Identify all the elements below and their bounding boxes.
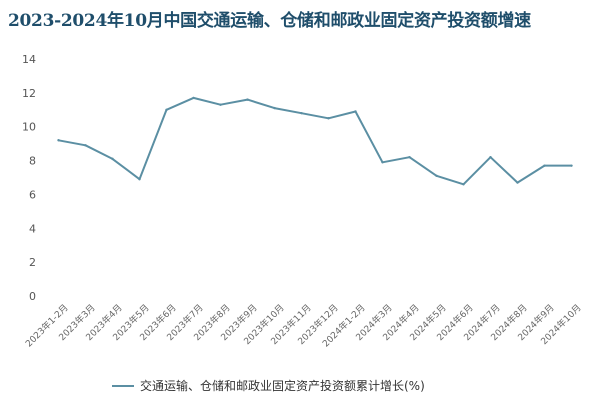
data-point — [219, 103, 222, 106]
data-point — [192, 96, 195, 100]
data-point — [381, 161, 384, 164]
data-point — [300, 111, 303, 115]
y-tick-label: 2 — [29, 256, 36, 269]
series-layer — [57, 96, 573, 186]
y-tick-label: 4 — [29, 222, 36, 235]
legend-swatch — [112, 384, 134, 387]
data-point — [489, 155, 492, 159]
data-point — [462, 183, 465, 186]
data-point — [111, 157, 114, 161]
data-point — [165, 108, 168, 111]
legend: 交通运输、仓储和邮政业固定资产投资额累计增长(%) — [112, 377, 425, 394]
series-line — [58, 96, 572, 186]
y-tick-label: 6 — [29, 188, 36, 201]
y-tick-label: 12 — [22, 87, 36, 100]
y-tick-label: 0 — [29, 290, 36, 303]
y-tick-label: 10 — [22, 121, 36, 134]
data-point — [246, 98, 249, 101]
data-point — [57, 139, 60, 142]
data-point — [273, 106, 276, 110]
data-point — [435, 174, 438, 178]
y-tick-label: 14 — [22, 53, 36, 66]
data-point — [516, 181, 519, 184]
x-axis: 2023年1-2月2023年3月2023年4月2023年5月2023年6月202… — [23, 302, 584, 350]
data-point — [543, 164, 546, 167]
data-point — [570, 164, 573, 167]
legend-label: 交通运输、仓储和邮政业固定资产投资额累计增长(%) — [140, 379, 425, 393]
data-point — [138, 177, 141, 181]
data-point — [84, 144, 87, 147]
data-point — [327, 117, 330, 120]
y-tick-label: 8 — [29, 155, 36, 168]
data-point — [354, 110, 357, 113]
data-point — [408, 155, 411, 159]
chart-title: 2023-2024年10月中国交通运输、仓储和邮政业固定资产投资额增速 — [8, 11, 531, 31]
y-axis: 0 2 4 6 8 10 12 14 — [22, 53, 36, 303]
